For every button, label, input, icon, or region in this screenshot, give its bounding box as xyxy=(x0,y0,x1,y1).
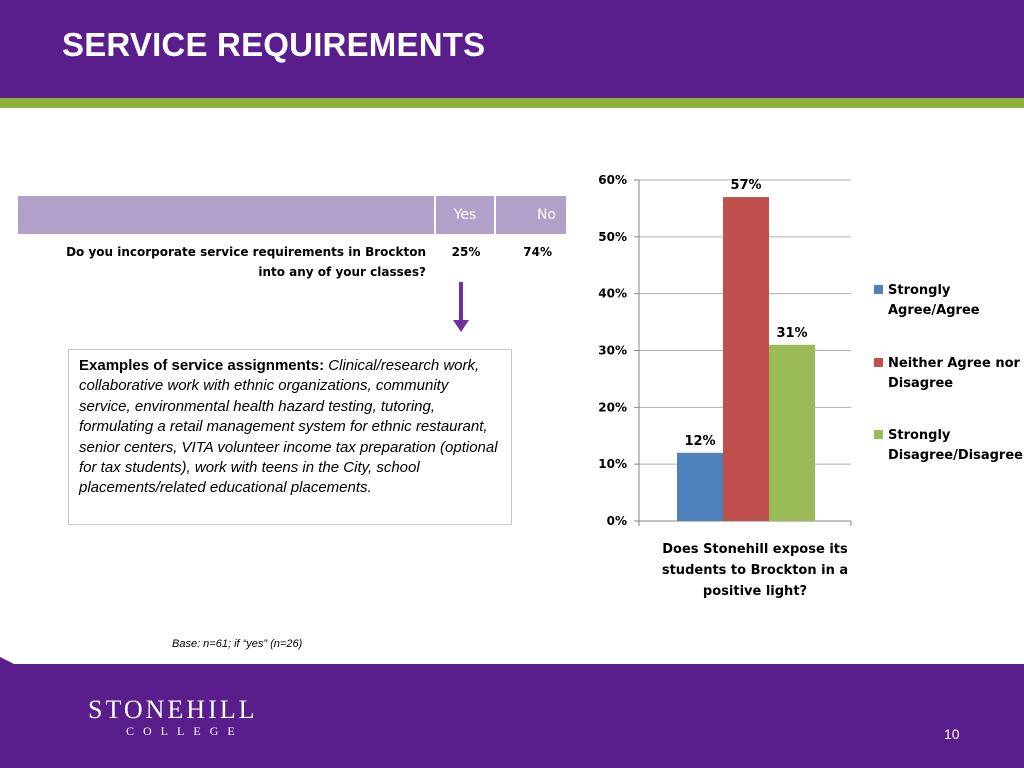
legend-swatch-3 xyxy=(874,430,883,439)
bar-2 xyxy=(723,197,769,522)
header-bar xyxy=(0,0,1024,98)
y-tick-label: 0% xyxy=(607,514,627,528)
bar-chart: 0% 10% 20% 30% 40% 50% 60% 12% 57% 31% Does Stoneh… xyxy=(598,173,1023,599)
question-cell: Do you incorporate service requirements … xyxy=(18,234,436,283)
header-accent-stripe xyxy=(0,98,1024,108)
logo-subtitle: COLLEGE xyxy=(126,724,244,738)
legend-swatch-2 xyxy=(874,358,883,367)
base-note: Base: n=61; if “yes” (n=26) xyxy=(172,638,303,650)
legend-label: Strongly xyxy=(888,283,951,298)
legend-label: Agree/Agree xyxy=(888,303,980,318)
bar-1 xyxy=(677,452,723,521)
table-header-row: Yes No xyxy=(18,196,566,234)
examples-box: Examples of service assignments: Clinica… xyxy=(68,349,512,525)
legend-label: Disagree/Disagree xyxy=(888,448,1023,463)
y-tick-label: 20% xyxy=(598,400,627,414)
logo-name: STONEHILL xyxy=(88,695,258,724)
down-arrow-icon xyxy=(459,282,463,326)
no-value: 74% xyxy=(523,245,552,259)
data-label: 57% xyxy=(730,178,761,193)
y-tick-label: 10% xyxy=(598,457,627,471)
table-row: Do you incorporate service requirements … xyxy=(18,234,566,283)
down-arrow-head-icon xyxy=(453,320,469,332)
legend-label: Strongly xyxy=(888,428,951,443)
legend-label: Disagree xyxy=(888,376,953,391)
table-header-yes: Yes xyxy=(436,196,496,234)
y-tick-label: 30% xyxy=(598,344,627,358)
table-header-blank xyxy=(18,196,436,234)
footer-notch xyxy=(0,657,14,664)
question-line-2: into any of your classes? xyxy=(258,265,426,279)
footer-bar xyxy=(0,664,1024,768)
examples-text: Clinical/research work, collaborative wo… xyxy=(79,357,498,497)
bar-3 xyxy=(769,344,815,521)
legend-label: Neither Agree nor xyxy=(888,356,1020,371)
survey-table: Yes No Do you incorporate service requir… xyxy=(18,196,566,283)
question-line-1: Do you incorporate service requirements … xyxy=(66,245,426,259)
y-tick-label: 50% xyxy=(598,230,627,244)
page-number: 10 xyxy=(944,726,960,742)
yes-value: 25% xyxy=(451,245,481,259)
data-label: 31% xyxy=(776,326,807,341)
slide-title: SERVICE REQUIREMENTS xyxy=(62,26,486,63)
examples-title: Examples of service assignments: xyxy=(79,357,325,374)
legend-swatch-1 xyxy=(874,285,883,294)
category-label-line: students to Brockton in a xyxy=(662,563,848,578)
y-tick-label: 60% xyxy=(598,173,627,187)
data-label: 12% xyxy=(684,434,715,449)
category-label-line: positive light? xyxy=(703,584,807,599)
category-label-line: Does Stonehill expose its xyxy=(662,542,848,557)
table-header-no: No xyxy=(496,196,566,234)
y-tick-label: 40% xyxy=(598,287,627,301)
